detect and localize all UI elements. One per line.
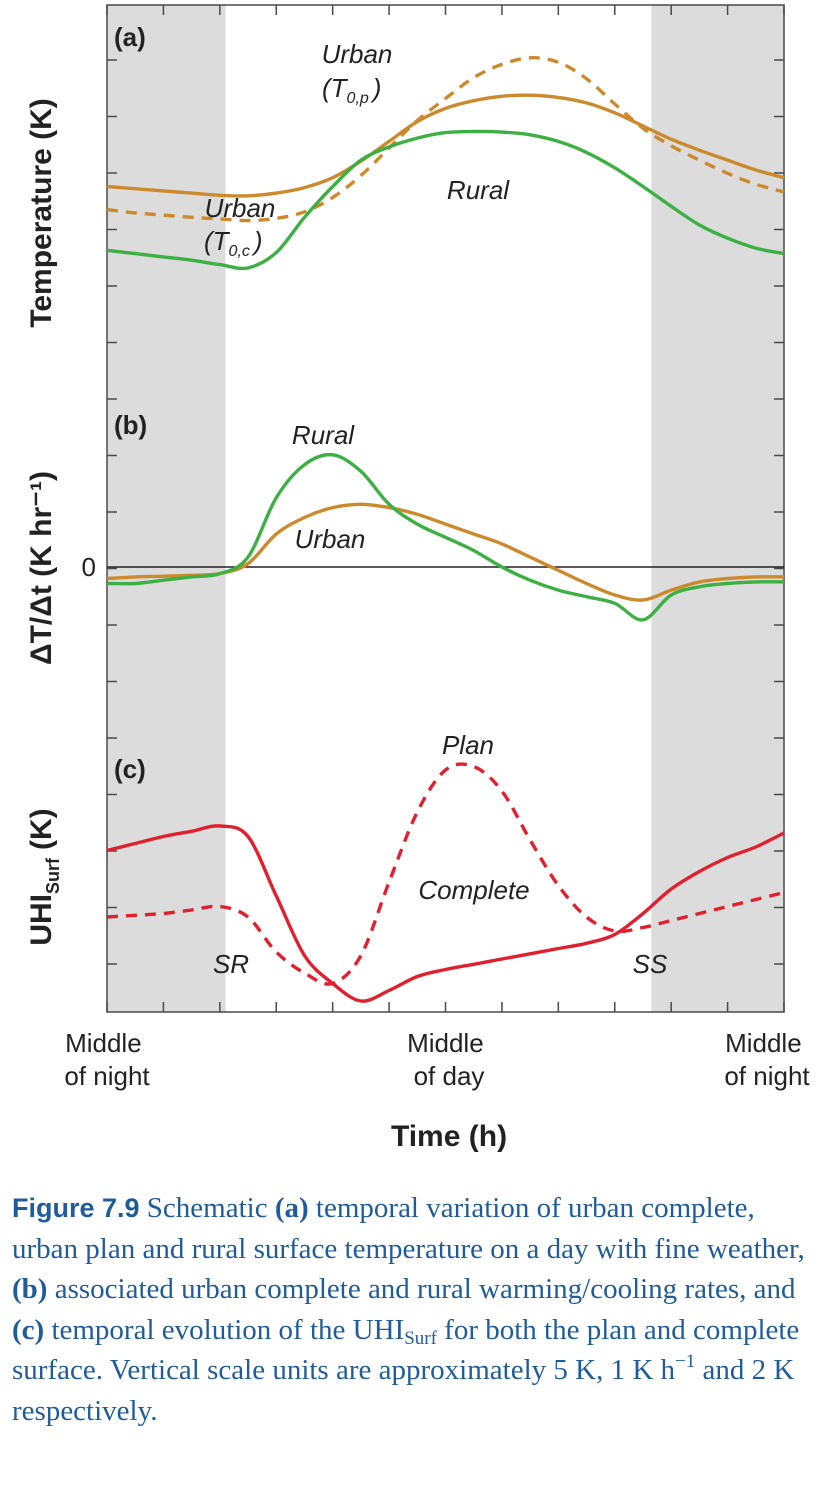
caption-part: (b) [12, 1273, 48, 1305]
svg-text:Urban: Urban [205, 193, 276, 223]
series-lines [106, 56, 785, 1003]
label-urban-complete: Urban (T0,c) [204, 193, 275, 260]
caption-part: Schematic [139, 1192, 275, 1224]
caption-part: and 2 K respectively. [12, 1354, 795, 1427]
figure-number: Figure 7.9 [12, 1193, 140, 1223]
label-complete: Complete [418, 875, 529, 905]
y-axis-label-a: Temperature (K) [25, 98, 58, 327]
series-line-c-plan [106, 762, 785, 986]
caption-part: Surf [404, 1327, 437, 1349]
series-line-a-urban_plan [106, 56, 785, 223]
x-tick-label-0: Middle of night [64, 1028, 150, 1091]
series-line-b-rural [106, 452, 785, 622]
caption-part: temporal evolution of the UHI [44, 1313, 405, 1346]
label-rural-a: Rural [447, 175, 510, 205]
svg-text:(T0,p): (T0,p) [322, 73, 381, 107]
caption-part: temporal variation of urban complete, ur… [12, 1192, 805, 1265]
caption-part: −1 [675, 1351, 696, 1372]
label-rural-b: Rural [292, 420, 355, 450]
series-line-a-rural [106, 129, 785, 271]
caption-part: (c) [12, 1313, 45, 1346]
label-urban-b: Urban [295, 524, 366, 554]
night-shade-0 [107, 5, 226, 1012]
x-axis-label: Time (h) [391, 1120, 507, 1153]
panel-label-b: (b) [114, 410, 147, 440]
svg-text:Urban: Urban [322, 39, 393, 69]
caption-part: associated urban complete and rural warm… [47, 1273, 796, 1305]
chart-figure: (a) (b) (c) Urban (T0,p) Urban (T0,c) Ru… [25, 4, 810, 1153]
caption-part: for both the plan and complete surface. … [12, 1313, 800, 1387]
shaded-periods [107, 5, 784, 1012]
panel-label-c: (c) [114, 754, 146, 784]
svg-text:(T0,c): (T0,c) [204, 226, 263, 260]
series-line-a-urban_complete [106, 93, 785, 198]
y-axis-label-b: ΔT/Δt (K hr⁻¹) [25, 471, 58, 665]
panel-label-a: (a) [114, 22, 146, 52]
x-tick-label-2: Middle of night [724, 1028, 810, 1091]
y-tick-zero: 0 [82, 552, 96, 582]
figure-caption: Figure 7.9 Schematic (a) temporal variat… [12, 1188, 817, 1431]
series-line-c-complete [106, 824, 785, 1003]
axis-ticks [106, 5, 785, 1012]
x-tick-label-1: Middle of day [407, 1028, 491, 1091]
caption-part: (a) [274, 1192, 309, 1224]
event-label-sunset: SS [633, 949, 668, 979]
y-axis-label-c: UHISurf(K) [25, 808, 63, 945]
label-plan: Plan [442, 730, 494, 760]
label-urban-plan: Urban (T0,p) [322, 39, 393, 107]
event-label-sunrise: SR [213, 949, 249, 979]
